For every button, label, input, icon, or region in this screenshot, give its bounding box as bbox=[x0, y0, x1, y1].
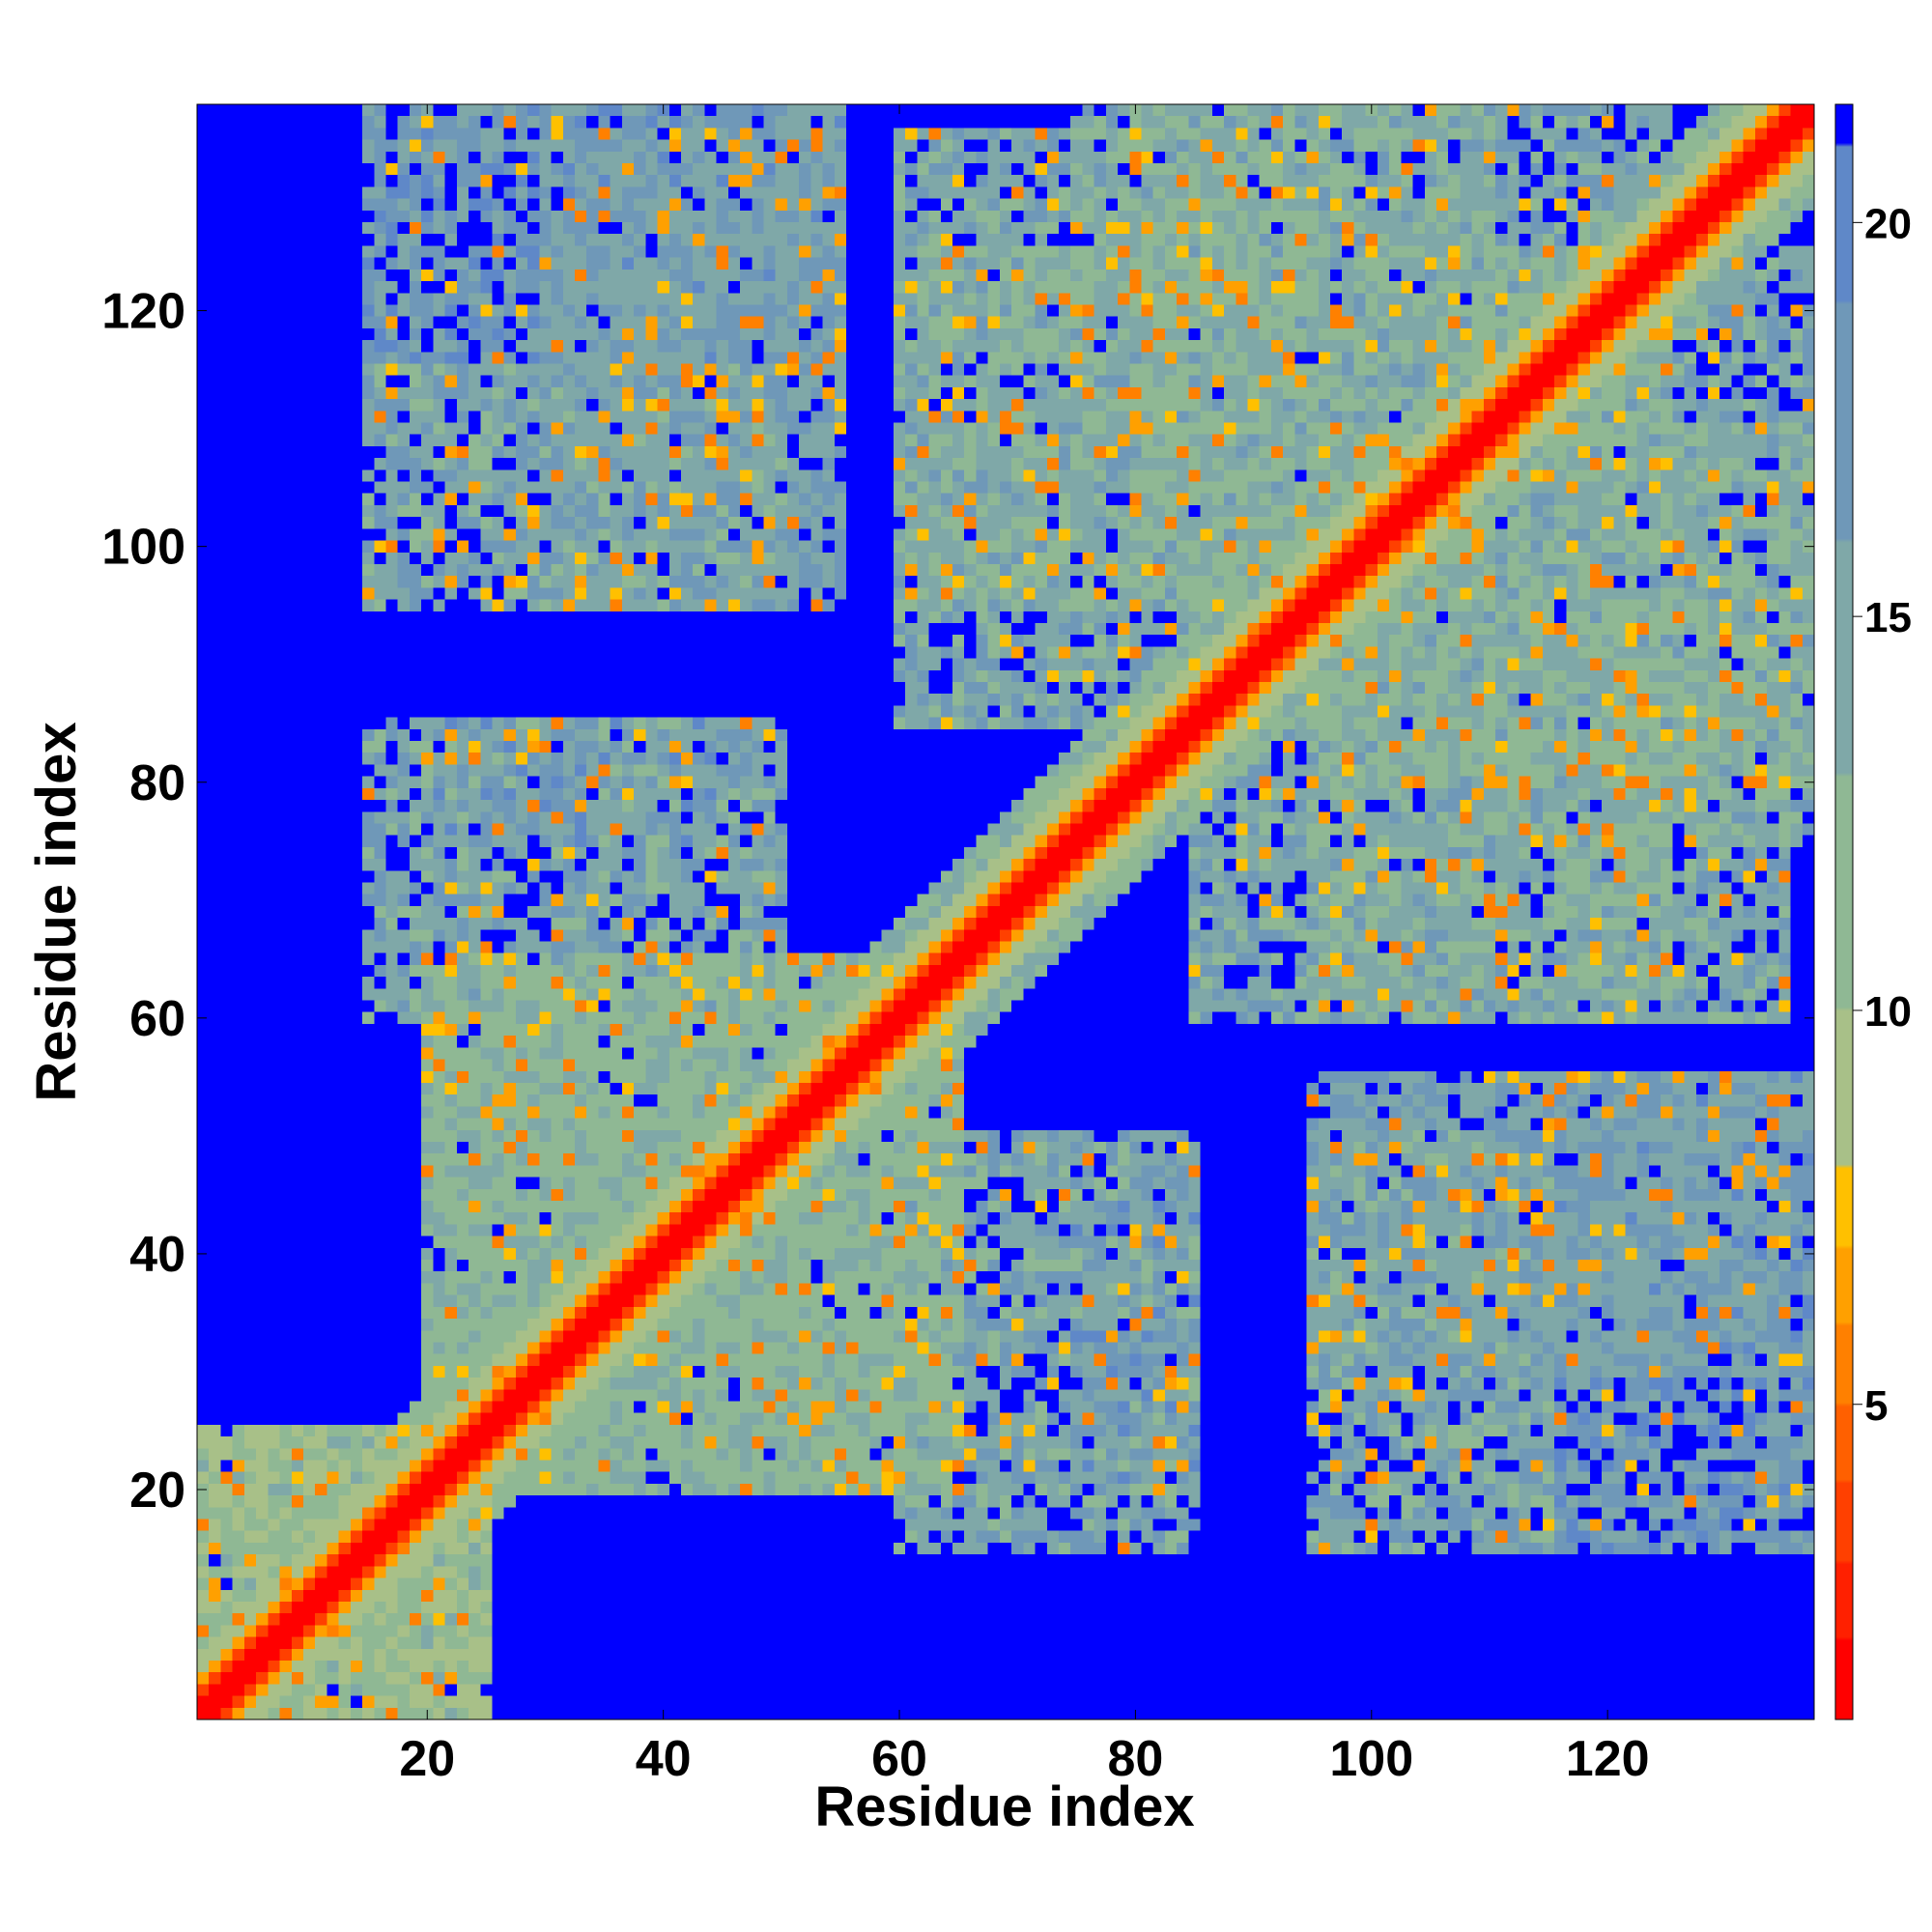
y-tick-label: 80 bbox=[129, 755, 185, 811]
x-tick-label: 80 bbox=[1107, 1731, 1163, 1787]
y-tick-label: 120 bbox=[101, 284, 185, 340]
y-axis-title: Residue index bbox=[25, 722, 88, 1101]
heatmap-matrix bbox=[197, 104, 1814, 1719]
plot-border bbox=[196, 103, 1815, 1720]
x-tick-label: 120 bbox=[1566, 1731, 1650, 1787]
y-axis-ticks: 20 40 60 80 100 120 bbox=[101, 284, 1814, 1519]
x-tick-label: 100 bbox=[1329, 1731, 1413, 1787]
colorbar-tick-label: 10 bbox=[1864, 988, 1912, 1036]
colorbar-tick-label: 15 bbox=[1864, 594, 1912, 641]
x-tick-label: 20 bbox=[399, 1731, 455, 1787]
y-tick-label: 40 bbox=[129, 1227, 185, 1283]
colorbar-gradient bbox=[1835, 104, 1853, 1719]
x-axis-title: Residue index bbox=[814, 1776, 1194, 1838]
axes-frame bbox=[196, 103, 1854, 1720]
y-tick-label: 100 bbox=[101, 520, 185, 576]
colorbar-tick-label: 20 bbox=[1864, 200, 1912, 247]
colorbar-ticks: 5 10 15 20 bbox=[1853, 200, 1912, 1430]
colorbar-border bbox=[1834, 103, 1854, 1720]
colorbar-tick-label: 5 bbox=[1864, 1382, 1888, 1430]
y-tick-label: 60 bbox=[129, 991, 185, 1047]
y-tick-label: 20 bbox=[129, 1463, 185, 1519]
x-tick-label: 60 bbox=[871, 1731, 927, 1787]
x-tick-label: 40 bbox=[636, 1731, 692, 1787]
x-axis-ticks: 20 40 60 80 100 120 bbox=[399, 104, 1650, 1787]
